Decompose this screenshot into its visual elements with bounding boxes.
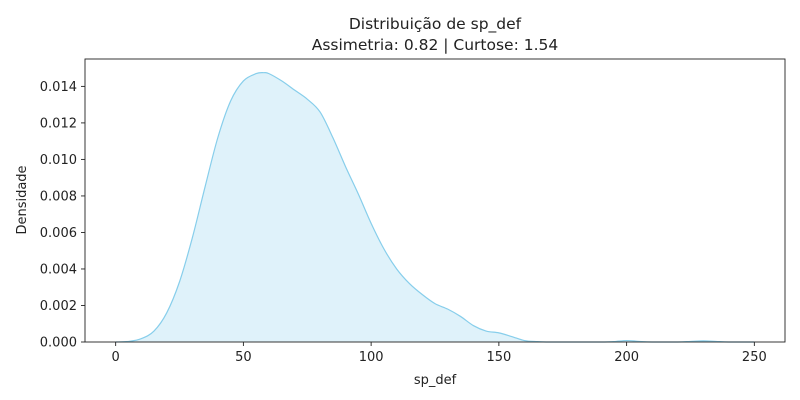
plot-frame: [84, 58, 786, 343]
chart-title: Distribuição de sp_def: [349, 15, 522, 34]
y-tick-label: 0.000: [40, 336, 77, 351]
x-tick-label: 150: [486, 350, 511, 365]
x-tick-label: 200: [614, 350, 639, 365]
y-tick-label: 0.002: [40, 299, 77, 314]
chart-subtitle: Assimetria: 0.82 | Curtose: 1.54: [312, 36, 559, 54]
y-axis-label: Densidade: [15, 165, 30, 234]
x-tick-label: 250: [742, 350, 767, 365]
x-tick-label: 0: [112, 350, 120, 365]
plot-area: 0 50 100 150 200 250 0.000 0.002 0.004 0.006 0.008…: [40, 58, 786, 365]
y-tick-label: 0.010: [40, 153, 77, 168]
x-axis-label: sp_def: [414, 373, 457, 388]
density-line: [115, 72, 755, 343]
density-area: [115, 72, 755, 342]
y-tick-label: 0.006: [40, 226, 77, 241]
x-tick-label: 100: [359, 350, 384, 365]
y-tick-label: 0.008: [40, 189, 77, 204]
y-tick-label: 0.014: [40, 80, 77, 95]
x-tick-label: 50: [235, 350, 252, 365]
y-tick-label: 0.004: [40, 262, 77, 277]
y-tick-label: 0.012: [40, 116, 77, 131]
